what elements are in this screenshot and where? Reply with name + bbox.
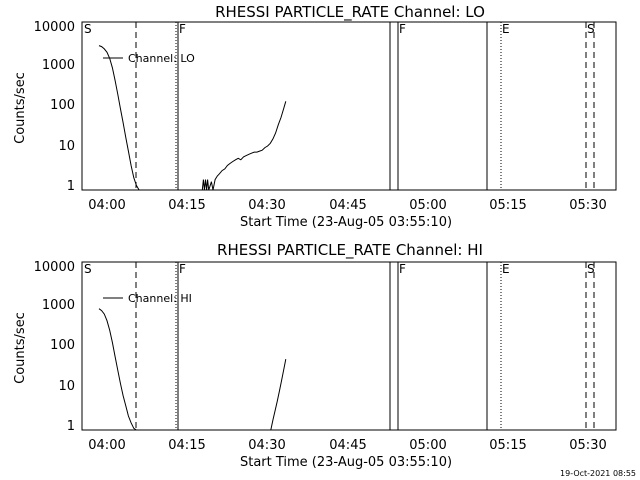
panel-hi-flag-labels: S F F E S <box>84 262 595 276</box>
xtick-label: 04:15 <box>168 198 205 213</box>
flag-label: S <box>587 262 595 276</box>
panel-lo-xticks: 04:00 04:15 04:30 04:45 05:00 05:15 05:3… <box>88 198 606 213</box>
panel-lo-flag-labels: S F F E S <box>84 22 595 36</box>
panel-hi-legend: Channel: HI <box>103 292 192 305</box>
series-line-end <box>270 359 287 431</box>
panel-hi-flag-lines <box>135 262 595 430</box>
series-line-start <box>98 308 137 431</box>
flag-label: E <box>502 22 510 36</box>
ytick-label: 100 <box>50 338 75 353</box>
ytick-label: 100 <box>50 98 75 113</box>
xtick-label: 05:15 <box>489 198 526 213</box>
xtick-label: 04:30 <box>248 438 285 453</box>
panel-hi-title: RHESSI PARTICLE_RATE Channel: HI <box>217 241 483 260</box>
flag-label: E <box>502 262 510 276</box>
ytick-label: 1 <box>67 179 75 194</box>
xtick-label: 04:00 <box>88 438 125 453</box>
ytick-label: 10 <box>58 139 75 154</box>
flag-label: F <box>399 22 406 36</box>
panel-lo-legend: Channel: LO <box>103 52 195 65</box>
panel-hi-frame <box>81 261 617 431</box>
series-line-start <box>98 45 140 191</box>
legend-label: Channel: LO <box>128 52 195 65</box>
panel-lo-frame <box>81 21 617 191</box>
series-line-end <box>201 101 287 191</box>
panel-lo-yticks: 10000 1000 100 10 1 <box>34 20 75 194</box>
panel-lo-flag-lines <box>135 22 595 190</box>
generation-timestamp: 19-Oct-2021 08:55 <box>560 469 636 478</box>
xtick-label: 05:00 <box>409 438 446 453</box>
flag-label: S <box>84 262 92 276</box>
panel-lo-ylabel: Counts/sec <box>13 72 28 144</box>
xtick-label: 05:00 <box>409 198 446 213</box>
panel-hi-yticks: 10000 1000 100 10 1 <box>34 260 75 434</box>
panel-lo: RHESSI PARTICLE_RATE Channel: LO Counts/… <box>13 3 617 230</box>
panel-hi-plot-area <box>98 308 287 431</box>
ytick-label: 10000 <box>34 260 75 275</box>
legend-label: Channel: HI <box>128 292 192 305</box>
ytick-label: 1 <box>67 419 75 434</box>
ytick-label: 1000 <box>42 58 75 73</box>
xtick-label: 04:15 <box>168 438 205 453</box>
xtick-label: 04:45 <box>329 438 366 453</box>
panel-hi: RHESSI PARTICLE_RATE Channel: HI Counts/… <box>13 241 617 470</box>
flag-label: S <box>587 22 595 36</box>
flag-label: F <box>179 262 186 276</box>
panel-hi-ylabel: Counts/sec <box>13 312 28 384</box>
xtick-label: 04:00 <box>88 198 125 213</box>
flag-label: F <box>179 22 186 36</box>
xtick-label: 05:30 <box>569 198 606 213</box>
panel-hi-xticks: 04:00 04:15 04:30 04:45 05:00 05:15 05:3… <box>88 438 606 453</box>
flag-label: F <box>399 262 406 276</box>
xtick-label: 04:45 <box>329 198 366 213</box>
xtick-label: 04:30 <box>248 198 285 213</box>
panel-hi-xlabel: Start Time (23-Aug-05 03:55:10) <box>240 455 452 470</box>
ytick-label: 1000 <box>42 298 75 313</box>
xtick-label: 05:15 <box>489 438 526 453</box>
ytick-label: 10000 <box>34 20 75 35</box>
ytick-label: 10 <box>58 379 75 394</box>
panel-lo-plot-area <box>98 45 287 191</box>
xtick-label: 05:30 <box>569 438 606 453</box>
panel-lo-title: RHESSI PARTICLE_RATE Channel: LO <box>215 3 485 22</box>
panel-lo-xlabel: Start Time (23-Aug-05 03:55:10) <box>240 215 452 230</box>
flag-label: S <box>84 22 92 36</box>
